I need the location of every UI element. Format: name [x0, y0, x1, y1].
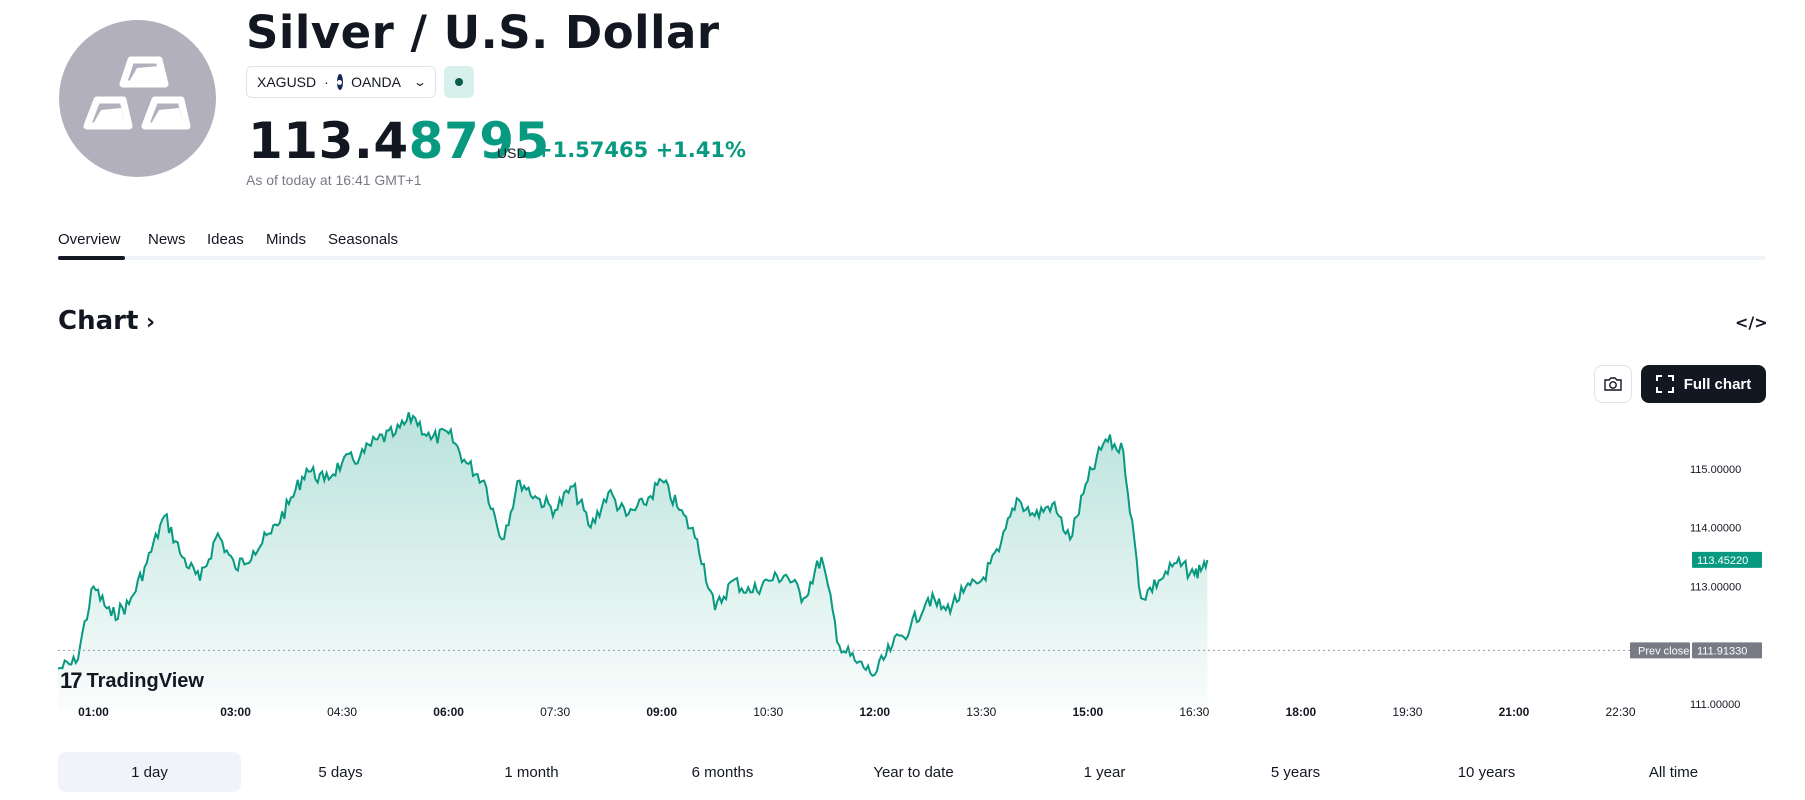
x-tick-label: 21:00: [1499, 705, 1530, 719]
tradingview-logo[interactable]: 17 TradingView: [60, 668, 204, 694]
x-tick-label: 16:30: [1179, 705, 1209, 719]
x-tick-label: 09:00: [646, 705, 677, 719]
x-tick-label: 12:00: [859, 705, 890, 719]
silver-bars-icon: [83, 56, 191, 130]
price-series-line: [57, 412, 1209, 678]
full-chart-button[interactable]: Full chart: [1641, 365, 1766, 403]
range-1-month[interactable]: 1 month: [504, 763, 559, 781]
exchange-name: OANDA: [351, 74, 401, 90]
y-tick-label: 113.00000: [1690, 581, 1741, 593]
price-main: 113.4: [248, 112, 409, 170]
x-tick-label: 19:30: [1392, 705, 1422, 719]
tab-ideas[interactable]: Ideas: [207, 231, 244, 248]
symbol-logo: [59, 20, 216, 177]
y-tick-label: 111.00000: [1690, 699, 1740, 711]
current-price: 113.48795: [248, 112, 550, 170]
x-tick-label: 04:30: [327, 705, 357, 719]
range-5-years[interactable]: 5 years: [1270, 763, 1321, 781]
y-tick-label: 114.00000: [1690, 523, 1741, 535]
y-tick-label: 115.00000: [1690, 464, 1741, 476]
tradingview-wordmark: TradingView: [86, 669, 204, 692]
price-currency: USD: [497, 145, 527, 161]
symbol-ticker: XAGUSD: [257, 74, 317, 90]
section-tabs: Overview News Ideas Minds Seasonals: [58, 228, 1765, 260]
prev-close-value: 111.91330: [1697, 645, 1747, 657]
range-5-days[interactable]: 5 days: [318, 763, 363, 781]
x-tick-label: 10:30: [753, 705, 783, 719]
market-open-dot-icon: [455, 78, 463, 86]
x-tick-label: 13:30: [966, 705, 996, 719]
exchange-icon: [336, 74, 344, 90]
tab-news[interactable]: News: [148, 231, 186, 248]
range-year-to-date[interactable]: Year to date: [873, 763, 954, 781]
fullscreen-icon: [1655, 375, 1674, 393]
x-tick-label: 22:30: [1605, 705, 1635, 719]
chart-heading-label: Chart: [58, 306, 139, 336]
symbol-separator: ·: [324, 74, 329, 90]
range-10-years[interactable]: 10 years: [1457, 763, 1516, 781]
range-1-year[interactable]: 1 year: [1083, 763, 1126, 781]
x-tick-label: 07:30: [540, 705, 570, 719]
x-tick-label: 18:00: [1286, 705, 1317, 719]
price-timestamp: As of today at 16:41 GMT+1: [246, 172, 422, 188]
active-tab-indicator: [58, 256, 125, 260]
market-status-badge[interactable]: [444, 66, 474, 98]
range-all-time[interactable]: All time: [1648, 763, 1699, 781]
range-6-months[interactable]: 6 months: [691, 763, 754, 781]
snapshot-button[interactable]: [1594, 365, 1632, 403]
tab-overview[interactable]: Overview: [58, 231, 121, 248]
price-area-fill: [58, 412, 1208, 710]
price-highlight: 8795: [408, 112, 550, 170]
prev-close-badge: [1630, 642, 1690, 659]
time-range-selector: 1 day 5 days 1 month 6 months Year to da…: [58, 752, 1765, 794]
prev-close-label: Prev close: [1638, 645, 1689, 657]
change-percent: +1.41%: [655, 138, 747, 162]
chevron-right-icon: ›: [138, 310, 156, 335]
price-change: +1.57465 +1.41%: [535, 138, 746, 162]
tab-seasonals[interactable]: Seasonals: [328, 231, 399, 248]
change-value: +1.57465: [535, 138, 649, 162]
tradingview-mark-icon: 17: [60, 668, 83, 693]
chevron-down-icon: ⌄: [412, 75, 428, 89]
tab-minds[interactable]: Minds: [266, 231, 307, 248]
range-1-day[interactable]: 1 day: [58, 752, 241, 792]
camera-icon: [1604, 377, 1622, 391]
x-tick-label: 06:00: [433, 705, 464, 719]
symbol-selector[interactable]: XAGUSD · OANDA ⌄: [246, 66, 436, 98]
chart-section-heading[interactable]: Chart ›: [58, 306, 155, 336]
prev-close-value-badge: [1692, 642, 1762, 659]
embed-code-icon[interactable]: </>: [1735, 313, 1768, 332]
price-chart[interactable]: 115.00000 114.00000 113.00000 111.00000 Prev…: [0, 410, 1805, 730]
last-price-badge: [1692, 551, 1762, 568]
page-title: Silver / U.S. Dollar: [246, 6, 720, 59]
x-tick-label: 15:00: [1072, 705, 1103, 719]
last-price-label: 113.45220: [1697, 555, 1748, 567]
x-tick-label: 03:00: [220, 705, 251, 719]
x-tick-label: 01:00: [78, 705, 109, 719]
full-chart-label: Full chart: [1683, 375, 1752, 393]
